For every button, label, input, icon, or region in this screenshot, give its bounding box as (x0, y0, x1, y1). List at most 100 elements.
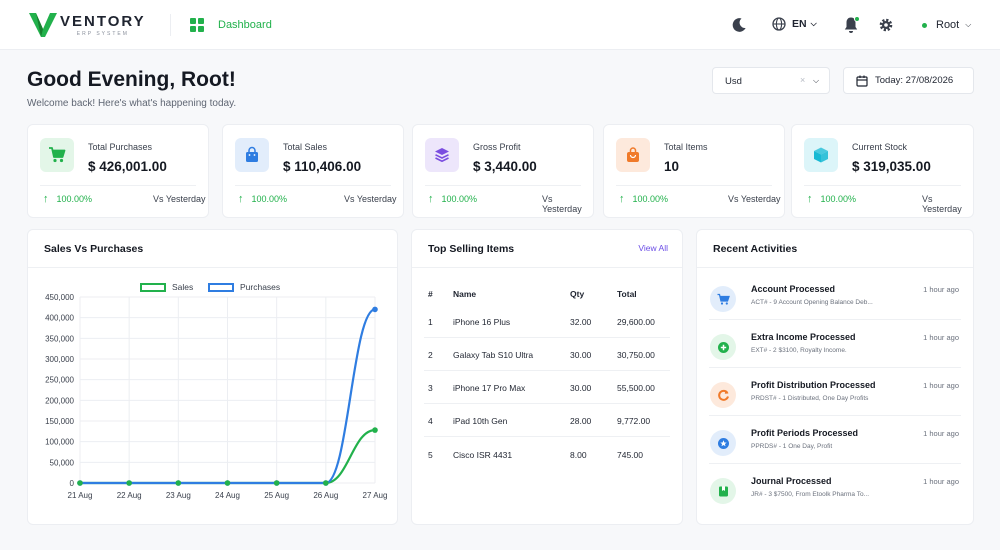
column-header: Qty (570, 289, 585, 299)
brand-tagline: ERP SYSTEM (76, 31, 129, 37)
legend-item-purchases[interactable]: Purchases (208, 282, 280, 292)
stat-title: Total Sales (283, 142, 328, 152)
box-icon (804, 138, 838, 172)
clear-icon[interactable]: × (800, 75, 806, 85)
table-cell: Galaxy Tab S10 Ultra (453, 350, 534, 360)
activity-description: PPRDS# - 1 One Day, Profit (751, 443, 833, 450)
table-cell: 29,600.00 (617, 317, 655, 327)
x-tick-label: 24 Aug (215, 491, 240, 500)
date-picker[interactable]: Today: 27/08/2026 (843, 67, 974, 94)
table-cell: 1 (428, 317, 433, 327)
y-tick-label: 250,000 (45, 376, 74, 385)
currency-value: Usd (725, 76, 742, 87)
table-cell: iPhone 16 Plus (453, 317, 511, 327)
stat-compare: Vs Yesterday (922, 194, 962, 214)
table-cell: 9,772.00 (617, 416, 651, 426)
table-cell: Cisco ISR 4431 (453, 450, 513, 460)
stat-value: 10 (664, 159, 680, 174)
activity-time: 1 hour ago (923, 285, 959, 294)
stat-card-total-purchases[interactable]: Total Purchases $ 426,001.00 ↑ 100.00% Vs Ye… (27, 124, 209, 218)
stat-value: $ 110,406.00 (283, 159, 362, 174)
nav-dashboard-label: Dashboard (218, 19, 272, 31)
calendar-icon (856, 75, 868, 87)
header-divider (170, 14, 171, 36)
stat-compare: Vs Yesterday (344, 194, 397, 204)
stat-divider (425, 185, 581, 186)
data-point-sales (126, 480, 132, 486)
nav-dashboard[interactable]: Dashboard (190, 18, 272, 32)
y-tick-label: 300,000 (45, 355, 74, 364)
user-name: Root (936, 19, 960, 31)
activity-time: 1 hour ago (923, 429, 959, 438)
card-icon (710, 286, 736, 312)
stat-card-current-stock[interactable]: Current Stock $ 319,035.00 ↑ 100.00% Vs Yest… (791, 124, 974, 218)
stat-change: ↑ 100.00% (43, 193, 92, 205)
stat-divider (616, 185, 772, 186)
panel-divider (412, 267, 682, 268)
legend-item-sales[interactable]: Sales (140, 282, 193, 292)
stat-change: ↑ 100.00% (238, 193, 287, 205)
chevron-down-icon: ⌵ (965, 20, 972, 29)
panel-divider (28, 267, 397, 268)
sales-purchases-chart: 0 50,000 100,000 150,000 200,000 250,000 300,0… (45, 293, 387, 500)
table-cell: 745.00 (617, 450, 643, 460)
activity-description: ACT# - 9 Account Opening Balance Deb... (751, 299, 873, 306)
gear-icon[interactable] (878, 17, 894, 33)
table-cell: 28.00 (570, 416, 592, 426)
top-selling-title: Top Selling Items (428, 243, 515, 255)
legend-swatch-purchases (208, 282, 234, 292)
view-all-link[interactable]: View All (638, 243, 668, 253)
moon-icon[interactable] (731, 17, 747, 33)
activity-title[interactable]: Profit Periods Processed (751, 428, 859, 438)
top-bar: VENTORY ERP SYSTEM Dashboard EN ⌵ Root ⌵ (0, 0, 1000, 50)
legend-label-purchases: Purchases (240, 282, 281, 292)
data-point-purchases (372, 306, 378, 313)
table-row-divider (424, 370, 670, 371)
stat-change: ↑ 100.00% (428, 193, 477, 205)
stat-change-value: 100.00% (251, 194, 288, 204)
stat-card-total-sales[interactable]: Total Sales $ 110,406.00 ↑ 100.00% Vs Yester… (222, 124, 404, 218)
stat-compare: Vs Yesterday (542, 194, 582, 214)
stat-change-value: 100.00% (441, 194, 478, 204)
logo-v-icon (29, 13, 57, 37)
x-tick-label: 21 Aug (68, 491, 93, 500)
table-row-divider (424, 436, 670, 437)
bag-icon (616, 138, 650, 172)
online-status-dot (922, 22, 927, 28)
table-cell: 5 (428, 450, 433, 460)
activity-title[interactable]: Profit Distribution Processed (751, 380, 876, 390)
brand-logo[interactable]: VENTORY ERP SYSTEM (28, 12, 146, 38)
legend-swatch-sales (140, 282, 166, 292)
activity-title[interactable]: Journal Processed (751, 476, 832, 486)
activity-time: 1 hour ago (923, 333, 959, 342)
column-header: # (428, 289, 433, 299)
brand-name: VENTORY (60, 13, 146, 30)
cart-icon (40, 138, 74, 172)
y-tick-label: 150,000 (45, 417, 74, 426)
data-point-sales (175, 480, 182, 486)
stat-title: Total Purchases (88, 142, 153, 152)
user-menu[interactable]: Root ⌵ (922, 19, 971, 31)
activity-description: PRDST# - 1 Distributed, One Day Profits (751, 395, 869, 402)
stat-divider (804, 185, 961, 186)
stat-card-total-items[interactable]: Total Items 10 ↑ 100.00% Vs Yesterday (603, 124, 785, 218)
stat-card-gross-profit[interactable]: Gross Profit $ 3,440.00 ↑ 100.00% Vs Yesterd… (412, 124, 594, 218)
stat-change-value: 100.00% (820, 194, 857, 204)
stat-title: Gross Profit (473, 142, 521, 152)
activity-title[interactable]: Account Processed (751, 284, 836, 294)
table-cell: 4 (428, 416, 433, 426)
recent-activities-panel: Recent Activities Account Processed ACT# … (696, 229, 974, 525)
table-cell: iPhone 17 Pro Max (453, 383, 526, 393)
stat-value: $ 3,440.00 (473, 159, 537, 174)
stat-divider (40, 185, 196, 186)
y-tick-label: 200,000 (45, 396, 74, 405)
y-tick-label: 100,000 (45, 438, 74, 447)
plus-circle-icon (710, 334, 736, 360)
arrow-up-icon: ↑ (428, 193, 434, 205)
activity-title[interactable]: Extra Income Processed (751, 332, 856, 342)
language-selector[interactable]: EN ⌵ (772, 17, 817, 31)
currency-select[interactable]: Usd × ⌵ (712, 67, 830, 94)
stat-value: $ 319,035.00 (852, 159, 931, 174)
chart-title: Sales Vs Purchases (44, 243, 144, 255)
arrow-up-icon: ↑ (238, 193, 244, 205)
